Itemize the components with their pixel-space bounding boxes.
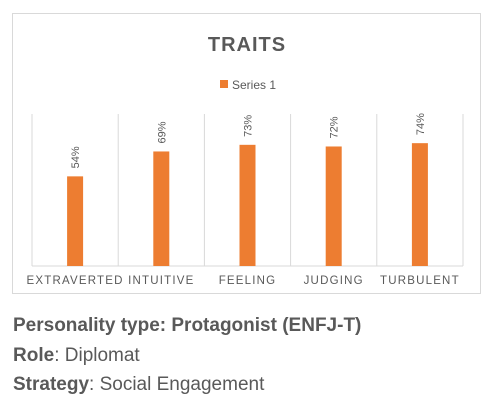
x-tick-label: FEELING xyxy=(219,275,277,287)
traits-chart: TRAITS Series 1 54% EXTRAVERTED 69% INTUITI… xyxy=(12,13,481,294)
strategy-line: Strategy: Social Engagement xyxy=(13,374,264,396)
x-tick-label: TURBULENT xyxy=(380,275,460,287)
bar-extraverted xyxy=(67,176,84,266)
data-label-feeling: 73% xyxy=(243,115,255,137)
personality-type-line: Personality type: Protagonist (ENFJ-T) xyxy=(13,315,361,337)
personality-type-text: Personality type: Protagonist (ENFJ-T) xyxy=(13,315,362,336)
legend-label: Series 1 xyxy=(232,78,276,92)
x-tick-label: INTUITIVE xyxy=(128,275,194,287)
bar-turbulent xyxy=(411,143,428,266)
plot-area: 54% EXTRAVERTED 69% INTUITIVE 73% FEELING 72% J… xyxy=(27,113,464,287)
bar-feeling xyxy=(239,144,256,266)
data-label-extraverted: 54% xyxy=(70,146,82,168)
chart-canvas: TRAITS Series 1 54% EXTRAVERTED 69% INTUITI… xyxy=(27,34,464,287)
strategy-label: Strategy xyxy=(13,374,90,395)
legend-swatch xyxy=(220,80,228,88)
strategy-value: : Social Engagement xyxy=(89,374,265,395)
role-line: Role: Diplomat xyxy=(13,345,140,367)
role-value: : Diplomat xyxy=(54,345,140,366)
bar-judging xyxy=(325,146,342,266)
chart-title: TRAITS xyxy=(208,34,286,56)
data-label-judging: 72% xyxy=(329,116,341,138)
x-tick-label: EXTRAVERTED xyxy=(27,275,124,287)
role-label: Role xyxy=(13,345,55,366)
x-tick-label: JUDGING xyxy=(304,275,364,287)
data-label-turbulent: 74% xyxy=(415,113,427,135)
bar-intuitive xyxy=(153,151,170,266)
data-label-intuitive: 69% xyxy=(156,121,168,143)
